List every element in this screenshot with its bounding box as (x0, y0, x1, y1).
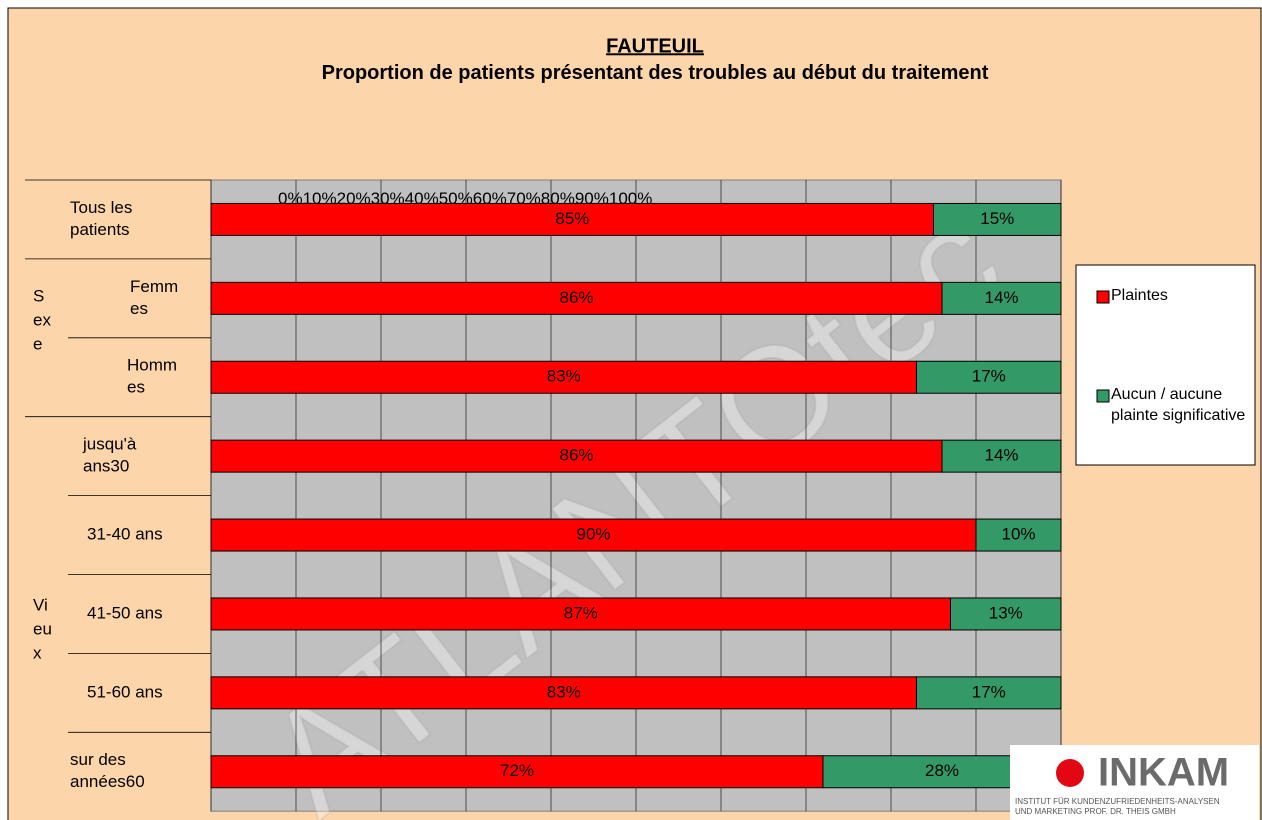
legend-swatch (1096, 290, 1110, 304)
bar (950, 597, 1062, 631)
bar (941, 439, 1062, 473)
value-label: 87% (564, 603, 598, 622)
logo-name: INKAM (1098, 751, 1229, 795)
value-label: 28% (925, 761, 959, 780)
legend-entry: Aucun / aucune plainte significative (1111, 386, 1246, 424)
bar (210, 439, 943, 473)
y-tick-label: jusqu'à (82, 435, 137, 454)
y-tick-label: années60 (70, 772, 145, 791)
y-tick-label: Femm (130, 277, 178, 296)
y-tick-label: es (130, 299, 148, 318)
y-tick-label: 31-40 ans (87, 525, 163, 544)
value-label: 83% (547, 682, 581, 701)
y-tick-label: patients (70, 220, 130, 239)
logo-text: INSTITUT FÜR KUNDENZUFRIEDENHEITS-ANALYS… (1015, 797, 1220, 806)
group-label: eu (33, 619, 52, 638)
bar (916, 360, 1062, 394)
y-tick-label: 41-50 ans (87, 603, 163, 622)
group-label: Vi (33, 595, 48, 614)
bar (933, 202, 1062, 236)
bar (210, 202, 934, 236)
bar (210, 518, 977, 552)
chart-title: FAUTEUIL (606, 35, 704, 57)
value-label: 72% (500, 761, 534, 780)
value-label: 85% (555, 209, 589, 228)
logo-box (1010, 745, 1259, 820)
logo-mark (1056, 759, 1084, 787)
value-label: 14% (984, 446, 1018, 465)
y-tick-label: Tous les (70, 198, 132, 217)
bar (210, 676, 917, 710)
value-label: 15% (980, 209, 1014, 228)
group-label: x (33, 643, 42, 662)
legend-entry-box: Plaintes (1111, 287, 1168, 304)
value-label: 14% (984, 288, 1018, 307)
value-label: 86% (559, 446, 593, 465)
y-tick-label: Homm (127, 356, 177, 375)
group-label: S (33, 286, 44, 305)
value-label: 10% (1001, 525, 1035, 544)
y-tick-label: 51-60 ans (87, 682, 163, 701)
bar (210, 281, 943, 315)
bar (916, 676, 1062, 710)
logo-text: UND MARKETING PROF. DR. THEIS GMBH (1015, 807, 1176, 816)
legend-swatch (1096, 389, 1110, 403)
bar (210, 755, 824, 789)
value-label: 90% (576, 525, 610, 544)
value-label: 17% (972, 682, 1006, 701)
value-label: 86% (559, 288, 593, 307)
value-label: 83% (547, 367, 581, 386)
y-tick-label: es (127, 378, 145, 397)
bar (210, 597, 951, 631)
group-label: e (33, 334, 42, 353)
group-label: ex (33, 310, 51, 329)
legend-entry-box: Aucun / aucune plainte significative (1111, 386, 1246, 424)
legend-entry: Plaintes (1111, 287, 1168, 304)
chart-subtitle: Proportion de patients présentant des tr… (321, 62, 989, 84)
bar (941, 281, 1062, 315)
value-label: 17% (972, 367, 1006, 386)
y-tick-label: sur des (70, 750, 126, 769)
y-tick-label: ans30 (83, 457, 129, 476)
subtitle-box: Proportion de patients présentant des tr… (321, 62, 989, 84)
value-label: 13% (989, 603, 1023, 622)
bar (975, 518, 1062, 552)
